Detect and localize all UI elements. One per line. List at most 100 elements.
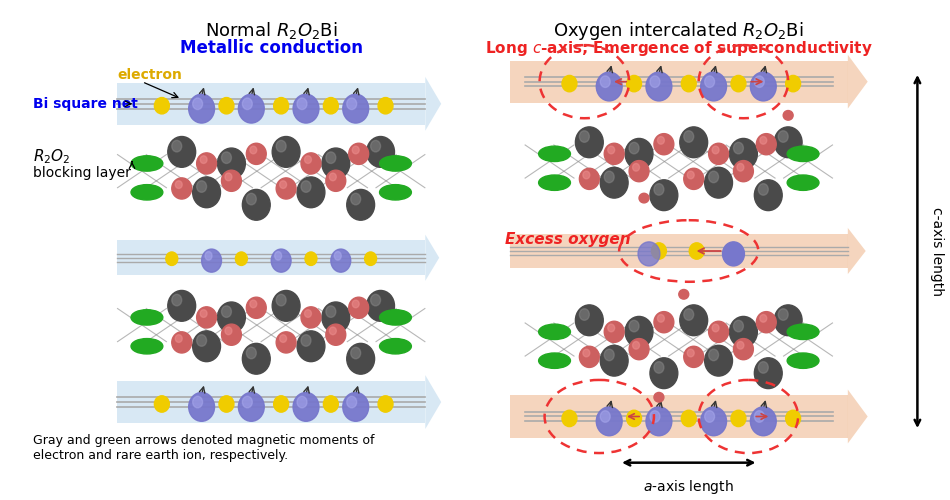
Ellipse shape [690,243,704,259]
Ellipse shape [197,153,217,174]
Ellipse shape [246,347,256,359]
Ellipse shape [347,190,374,220]
Ellipse shape [242,190,270,220]
Ellipse shape [576,127,603,158]
Ellipse shape [758,184,769,195]
Ellipse shape [783,110,793,120]
Ellipse shape [788,175,819,190]
Ellipse shape [276,140,286,152]
Text: Excess oxygen: Excess oxygen [504,232,631,247]
Ellipse shape [279,334,287,342]
Text: $\it{a}$-axis length: $\it{a}$-axis length [643,478,734,496]
Ellipse shape [778,130,788,142]
Ellipse shape [365,252,376,266]
Ellipse shape [646,72,672,101]
Ellipse shape [597,72,622,101]
Text: Long $\it{c}$-axis; Emergence of superconductivity: Long $\it{c}$-axis; Emergence of superco… [484,40,873,58]
Ellipse shape [583,349,590,357]
Ellipse shape [343,94,369,123]
Ellipse shape [131,184,162,200]
Ellipse shape [236,252,247,266]
Ellipse shape [629,160,649,182]
Ellipse shape [723,242,745,266]
Ellipse shape [633,164,639,171]
Ellipse shape [352,146,359,154]
Ellipse shape [684,168,704,190]
Ellipse shape [380,310,411,325]
Ellipse shape [219,98,234,114]
Polygon shape [510,234,847,268]
Ellipse shape [297,396,307,408]
Ellipse shape [246,143,266,165]
Text: blocking layer: blocking layer [32,166,130,180]
Ellipse shape [600,410,610,422]
Ellipse shape [297,177,325,208]
Ellipse shape [639,194,649,203]
Ellipse shape [629,142,639,154]
Ellipse shape [539,175,570,190]
Ellipse shape [756,312,776,333]
Ellipse shape [201,249,221,272]
Ellipse shape [705,346,732,376]
Ellipse shape [347,396,356,408]
Ellipse shape [242,98,253,110]
Ellipse shape [646,407,672,436]
Ellipse shape [246,297,266,318]
Text: c-axis length: c-axis length [930,206,944,296]
Ellipse shape [274,396,289,412]
Ellipse shape [604,171,615,182]
Text: Metallic conduction: Metallic conduction [180,40,363,58]
Ellipse shape [380,184,411,200]
Polygon shape [117,381,426,423]
Polygon shape [426,77,441,130]
Ellipse shape [788,146,819,162]
Ellipse shape [737,164,744,171]
Ellipse shape [197,307,217,328]
Ellipse shape [760,136,767,144]
Ellipse shape [709,143,729,165]
Ellipse shape [733,320,744,332]
Ellipse shape [276,178,296,199]
Ellipse shape [604,321,624,342]
Ellipse shape [297,98,307,110]
Ellipse shape [758,362,769,373]
Ellipse shape [654,362,664,373]
Ellipse shape [650,180,677,210]
Ellipse shape [175,334,182,342]
Ellipse shape [786,410,801,426]
Polygon shape [847,390,867,444]
Ellipse shape [754,76,765,88]
Polygon shape [426,375,441,429]
Ellipse shape [221,170,241,192]
Ellipse shape [330,327,336,334]
Polygon shape [117,82,426,125]
Ellipse shape [351,347,361,359]
Polygon shape [847,228,865,274]
Ellipse shape [600,168,628,198]
Ellipse shape [650,358,677,388]
Ellipse shape [221,324,241,345]
Ellipse shape [276,294,286,306]
Ellipse shape [687,171,694,179]
Ellipse shape [650,76,660,88]
Ellipse shape [378,98,393,114]
Ellipse shape [680,305,708,336]
Ellipse shape [175,181,182,188]
Ellipse shape [301,307,321,328]
Ellipse shape [166,252,178,266]
Ellipse shape [172,140,181,152]
Ellipse shape [731,410,746,426]
Ellipse shape [221,152,232,164]
Ellipse shape [205,252,212,260]
Ellipse shape [305,156,312,164]
Ellipse shape [172,294,181,306]
Ellipse shape [730,138,757,169]
Ellipse shape [349,143,369,165]
Ellipse shape [754,180,782,210]
Ellipse shape [276,332,296,353]
Ellipse shape [608,324,615,332]
Ellipse shape [652,243,666,259]
Polygon shape [510,60,847,103]
Ellipse shape [681,76,696,92]
Ellipse shape [250,300,256,308]
